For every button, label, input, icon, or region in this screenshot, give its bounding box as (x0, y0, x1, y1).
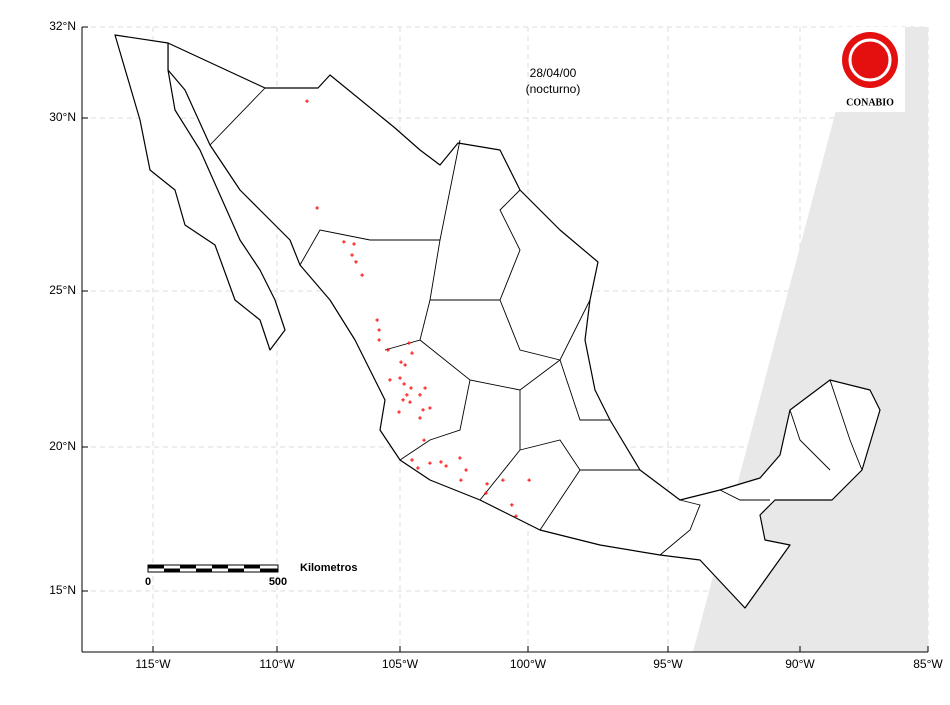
hotspot (397, 410, 401, 414)
hotspot (305, 99, 309, 103)
hotspot (405, 393, 409, 397)
hotspot (398, 376, 402, 380)
hotspot (422, 438, 426, 442)
logo-text: CONABIO (846, 97, 894, 108)
x-tick-label: 90°W (785, 657, 815, 671)
hotspot (350, 253, 354, 257)
hotspot (418, 416, 422, 420)
hotspot (418, 393, 422, 397)
x-tick-label: 100°W (510, 657, 547, 671)
y-tick-label: 25°N (49, 283, 76, 297)
hotspot (514, 514, 518, 518)
x-tick-label: 105°W (382, 657, 419, 671)
hotspot (428, 406, 432, 410)
date: 28/04/00 (530, 66, 577, 80)
hotspot (407, 341, 411, 345)
scale-tick: 0 (145, 576, 151, 588)
mainland (167, 42, 881, 609)
hotspot (342, 240, 346, 244)
y-tick-label: 20°N (49, 439, 76, 453)
x-tick-label: 115°W (135, 657, 171, 671)
hotspot (527, 478, 531, 482)
hotspot (428, 461, 432, 465)
x-tick-label: 85°W (913, 657, 943, 671)
hotspot (409, 386, 413, 390)
hotspot (377, 328, 381, 332)
hotspot (315, 206, 319, 210)
hotspot (510, 503, 514, 507)
scale-tick: 500 (269, 576, 287, 588)
scale-label: Kilometros (300, 562, 357, 574)
hotspot (459, 478, 463, 482)
hotspot (360, 273, 364, 277)
y-tick-label: 15°N (49, 583, 76, 597)
hotspot (484, 491, 488, 495)
y-tick-label: 32°N (49, 19, 76, 33)
x-tick-label: 95°W (653, 657, 683, 671)
hotspot (399, 360, 403, 364)
hotspot (458, 456, 462, 460)
hotspot (464, 468, 468, 472)
hotspot (416, 466, 420, 470)
hotspot (386, 348, 390, 352)
hotspot (403, 363, 407, 367)
period: (nocturno) (526, 82, 581, 96)
hotspot (354, 260, 358, 264)
y-tick-label: 30°N (49, 110, 76, 124)
hotspot (421, 408, 425, 412)
hotspot (410, 458, 414, 462)
tick-labels: 115°W 110°W 105°W 100°W 95°W 90°W 85°W 15°N 20°N… (49, 19, 943, 671)
hotspot (501, 478, 505, 482)
state-borders (209, 87, 863, 556)
hotspot (352, 242, 356, 246)
hotspot (402, 382, 406, 386)
hotspot (388, 378, 392, 382)
hotspot (410, 351, 414, 355)
x-tick-label: 110°W (259, 657, 295, 671)
hotspot (401, 398, 405, 402)
hotspot (423, 386, 427, 390)
scale-bar: Kilometros 0 500 (145, 562, 358, 588)
baja-california (114, 34, 286, 351)
hotspot (439, 460, 443, 464)
hotspot (377, 338, 381, 342)
hotspot (444, 464, 448, 468)
hotspot (375, 318, 379, 322)
logo: CONABIO (836, 27, 905, 112)
hotspot (408, 400, 412, 404)
logo-emblem-ring (848, 38, 892, 82)
hotspot (485, 482, 489, 486)
scale-bar-fill (148, 565, 278, 572)
hotspots (305, 99, 531, 518)
